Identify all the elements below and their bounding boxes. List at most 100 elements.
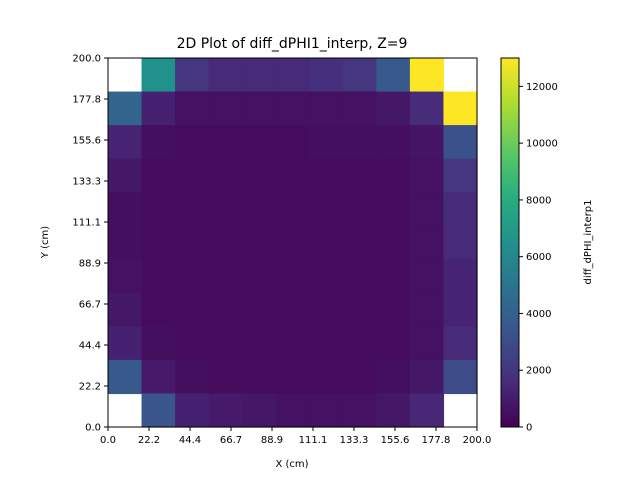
colorbar-tick-label: 2000 [526,366,551,377]
heatmap-cell [108,225,143,260]
heatmap-cell [376,58,411,93]
x-tick-label: 111.1 [299,435,328,446]
heatmap-cell [376,393,411,428]
heatmap-cell [175,192,210,227]
heatmap-cell [443,225,478,260]
heatmap-cell [342,225,377,260]
heatmap-cell [342,326,377,361]
y-tick-label: 22.2 [79,382,101,393]
heatmap-cell [443,259,478,294]
plot-frame [107,57,478,428]
heatmap-cell [309,91,344,126]
heatmap-cell [208,158,243,193]
heatmap-cell [175,125,210,160]
y-tick-label: 133.3 [72,177,101,188]
heatmap-cell [242,259,277,294]
heatmap-cells [108,58,478,428]
heatmap-cell [409,192,445,227]
heatmap-cell [175,393,210,428]
x-tick-label: 44.4 [179,435,201,446]
heatmap-cell [409,158,445,193]
x-tick-label: 177.8 [422,435,451,446]
colorbar-tick-label: 10000 [526,139,558,150]
heatmap-cell [309,125,344,160]
x-axis-ticks: 0.0 22.2 44.4 66.7 88.9 111.1 133.3 155.6 177.8 2… [100,427,491,446]
heatmap-cell [242,393,277,428]
heatmap-cell [141,326,176,361]
heatmap-cell [342,158,377,193]
heatmap-cell [141,292,176,327]
colorbar-tick-label: 0 [526,423,532,434]
heatmap-cell [342,393,377,428]
colorbar-label: diff_dPHI_interp1 [583,200,594,285]
heatmap-cell [409,125,445,160]
heatmap-cell [376,158,411,193]
x-tick-label: 66.7 [220,435,242,446]
colorbar-tick-label: 8000 [526,195,551,206]
heatmap-cell [141,259,176,294]
heatmap-cell [309,393,344,428]
heatmap-cell [443,292,478,327]
heatmap-cell [242,192,277,227]
y-tick-label: 88.9 [79,259,101,270]
heatmap-cell [175,158,210,193]
x-tick-label: 0.0 [100,435,116,446]
heatmap-cell [141,91,176,126]
heatmap-cell [409,359,445,395]
heatmap-cell [443,326,478,361]
colorbar-tick-label: 12000 [526,82,558,93]
heatmap-cell [342,192,377,227]
heatmap-cell [443,158,478,193]
heatmap-cell [376,192,411,227]
heatmap-cell [342,91,377,126]
heatmap-cell [208,225,243,260]
heatmap-cell [141,393,176,428]
heatmap-cell [409,326,445,361]
heatmap-cell [141,125,176,160]
heatmap-cell [175,326,210,361]
heatmap-cell [309,192,344,227]
heatmap-cell [376,125,411,160]
heatmap-cell [208,326,243,361]
heatmap-cell [242,359,277,395]
heatmap-cell [175,91,210,126]
heatmap-cell [376,259,411,294]
heatmap-cell [342,292,377,327]
heatmap-cell [309,292,344,327]
heatmap-cell [208,125,243,160]
heatmap-cell [409,292,445,327]
heatmap-cell [309,225,344,260]
heatmap-cell [175,259,210,294]
heatmap-cell [275,326,310,361]
heatmap-cell [141,225,176,260]
heatmap-cell [409,259,445,294]
heatmap-cell [208,292,243,327]
x-tick-label: 133.3 [340,435,369,446]
heatmap-cell [443,359,478,395]
heatmap-cell [443,192,478,227]
heatmap-cell [208,91,243,126]
heatmap-cell [376,225,411,260]
y-tick-label: 155.6 [72,136,101,147]
colorbar-tick-label: 6000 [526,252,551,263]
heatmap-cell [275,359,310,395]
heatmap-cell [242,125,277,160]
heatmap-cell [443,125,478,160]
heatmap-cell [108,259,143,294]
heatmap-cell [108,292,143,327]
heatmap-cell [275,58,310,93]
heatmap-cell [342,125,377,160]
y-axis-label: Y (cm) [40,226,51,259]
y-tick-label: 177.8 [72,95,101,106]
colorbar-tick-label: 4000 [526,309,551,320]
heatmap-cell [275,158,310,193]
y-tick-label: 200.0 [72,54,101,65]
y-tick-label: 111.1 [72,218,101,229]
heatmap-cell [208,393,243,428]
heatmap-cell [409,58,445,93]
y-axis-ticks: 0.0 22.2 44.4 66.7 88.9 111.1 133.3 155.6 177.8 2… [72,54,108,434]
x-tick-label: 22.2 [138,435,160,446]
heatmap-cell [275,192,310,227]
heatmap-cell [275,91,310,126]
